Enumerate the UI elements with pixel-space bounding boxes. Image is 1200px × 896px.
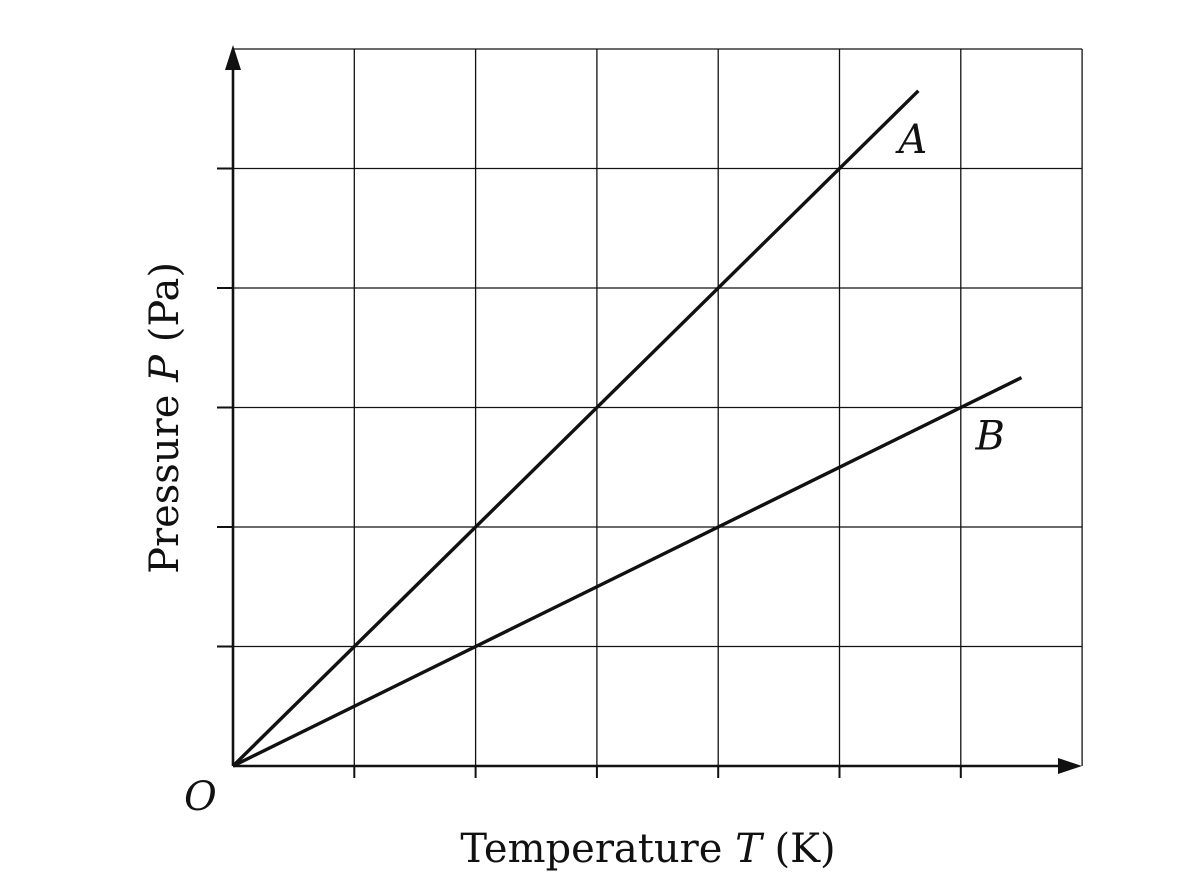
series-line-a <box>231 89 920 768</box>
y-axis-title-unit: (Pa) <box>142 262 188 355</box>
grid <box>233 48 1083 766</box>
x-axis-title-prefix: Temperature <box>460 826 735 872</box>
axes <box>225 45 1082 774</box>
series-line-b <box>232 376 1023 768</box>
x-axis-arrow-icon <box>1058 758 1082 774</box>
x-axis-title: Temperature T (K) <box>460 826 835 872</box>
x-axis-title-unit: (K) <box>762 826 836 872</box>
origin-label: O <box>184 774 217 820</box>
y-axis-arrow-icon <box>225 45 241 70</box>
y-axis-title-prefix: Pressure <box>142 382 188 574</box>
ticks <box>217 167 962 778</box>
series-label-a: A <box>894 117 927 163</box>
y-axis-title: Pressure P (Pa) <box>142 262 188 574</box>
series: AB <box>231 89 1023 768</box>
x-axis-title-symbol: T <box>735 826 765 872</box>
y-axis-title-symbol: P <box>142 354 188 383</box>
series-label-b: B <box>974 414 1004 460</box>
